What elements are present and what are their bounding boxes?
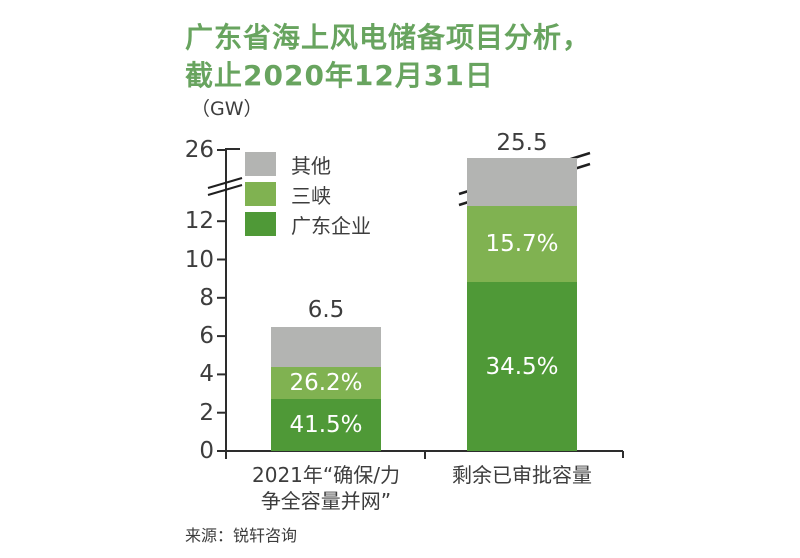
y-tick-label: 12 [184, 208, 214, 235]
y-tick-label: 10 [184, 246, 214, 273]
bar-segment-广东企业: 34.5% [467, 282, 577, 451]
axis-break-mark-upper [207, 177, 243, 189]
y-tick-label: 0 [199, 438, 214, 464]
legend-swatch [245, 182, 276, 206]
bar-segment-广东企业: 41.5% [271, 399, 381, 451]
legend-item: 三峡 [245, 182, 371, 208]
y-tick-label: 8 [199, 284, 214, 311]
bar-total-label: 6.5 [307, 297, 345, 323]
source-attribution: 来源：锐轩咨询 [185, 526, 298, 545]
y-axis-break-marks [207, 177, 243, 196]
legend-swatch [245, 152, 276, 176]
legend-label: 其他 [291, 153, 331, 178]
legend: 其他 三峡 广东企业 [245, 152, 371, 242]
x-category-label: 剩余已审批容量 [452, 463, 592, 487]
bar-segment-其他 [467, 158, 577, 206]
y-axis-unit-label: （GW） [191, 98, 263, 120]
segment-percent-label: 34.5% [485, 353, 559, 380]
y-tick-label: 6 [199, 323, 214, 350]
axis-break-mark-lower [207, 184, 243, 196]
segment-percent-label: 41.5% [289, 412, 363, 439]
bar-total-label: 25.5 [496, 130, 548, 156]
bar-segment-其他 [271, 326, 381, 367]
segment-percent-label: 26.2% [289, 370, 363, 396]
legend-label: 广东企业 [291, 213, 371, 238]
bar-segment-三峡: 26.2% [271, 366, 381, 400]
segment-percent-label: 15.7% [485, 231, 559, 258]
y-tick-label: 26 [184, 137, 214, 163]
chart-title-line2: 截止2020年12月31日 [185, 59, 494, 92]
legend-item: 广东企业 [245, 212, 371, 238]
y-tick-label: 2 [199, 399, 214, 426]
legend-item: 其他 [245, 152, 371, 178]
bar-segment-三峡: 15.7% [467, 205, 577, 283]
legend-label: 三峡 [291, 183, 331, 208]
chart-title-line1: 广东省海上风电储备项目分析， [185, 21, 592, 54]
legend-swatch [245, 212, 276, 236]
y-tick-label: 4 [199, 361, 214, 388]
x-category-label: 2021年“确保/力 争全容量并网” [252, 463, 400, 513]
